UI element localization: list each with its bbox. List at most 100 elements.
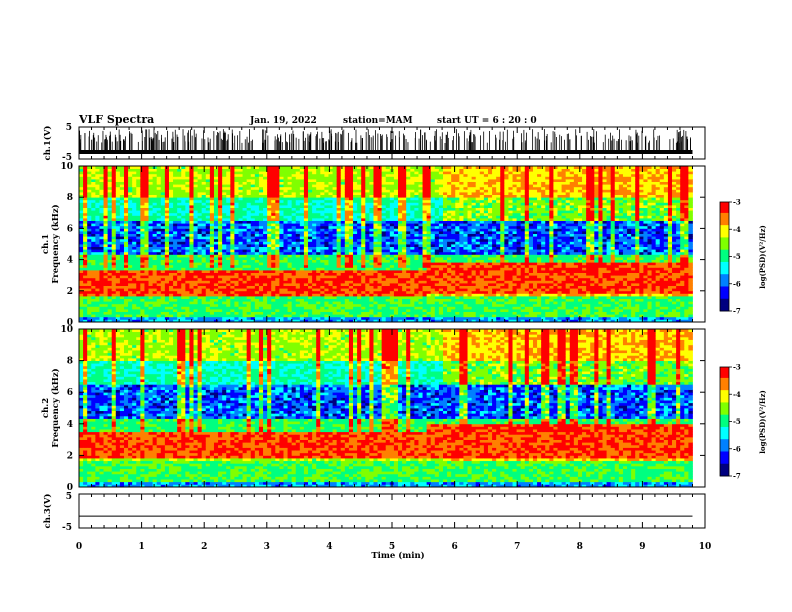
spectrogram-cell — [161, 296, 165, 299]
spectrogram-cell — [255, 171, 259, 174]
spectrogram-cell — [320, 213, 324, 216]
spectrogram-cell — [124, 231, 128, 234]
spectrogram-cell — [124, 296, 128, 299]
spectrogram-cell — [120, 247, 124, 250]
spectrogram-cell — [112, 267, 116, 270]
spectrogram-cell — [353, 218, 357, 221]
spectrogram-cell — [300, 314, 304, 317]
spectrogram-cell — [271, 275, 275, 278]
spectrogram-cell — [116, 218, 120, 221]
spectrogram-cell — [361, 176, 365, 179]
spectrogram-cell — [161, 236, 165, 239]
spectrogram-cell — [181, 270, 185, 273]
spectrogram-cell — [292, 267, 296, 270]
spectrogram-cell — [247, 267, 251, 270]
spectrogram-cell — [226, 283, 230, 286]
spectrogram-cell — [378, 202, 382, 205]
spectrogram-cell — [108, 200, 112, 203]
spectrogram-cell — [243, 234, 247, 237]
spectrogram-cell — [157, 288, 161, 291]
spectrogram-cell — [247, 301, 251, 304]
spectrogram-cell — [296, 278, 300, 281]
spectrogram-cell — [165, 213, 169, 216]
spectrogram-cell — [320, 236, 324, 239]
spectrogram-cell — [91, 252, 95, 255]
spectrogram-cell — [95, 241, 99, 244]
spectrogram-cell — [136, 231, 140, 234]
spectrogram-cell — [202, 257, 206, 260]
spectrogram-cell — [226, 169, 230, 172]
spectrogram-cell — [279, 301, 283, 304]
spectrogram-cell — [128, 299, 132, 302]
spectrogram-cell — [255, 254, 259, 257]
spectrogram-cell — [288, 205, 292, 208]
spectrogram-cell — [108, 241, 112, 244]
spectrogram-cell — [132, 244, 136, 247]
spectrogram-cell — [357, 221, 361, 224]
spectrogram-cell — [308, 179, 312, 182]
spectrogram-cell — [185, 210, 189, 213]
spectrogram-cell — [99, 244, 103, 247]
spectrogram-cell — [361, 236, 365, 239]
spectrogram-cell — [279, 273, 283, 276]
spectrogram-cell — [369, 187, 373, 190]
spectrogram-cell — [386, 239, 390, 242]
spectrogram-cell — [267, 192, 271, 195]
spectrogram-cell — [296, 265, 300, 268]
spectrogram-cell — [239, 184, 243, 187]
spectrogram-cell — [341, 306, 345, 309]
spectrogram-cell — [341, 195, 345, 198]
spectrogram-cell — [304, 226, 308, 229]
spectrogram-cell — [333, 247, 337, 250]
spectrogram-cell — [99, 257, 103, 260]
spectrogram-cell — [292, 236, 296, 239]
spectrogram-cell — [214, 169, 218, 172]
spectrogram-cell — [292, 239, 296, 242]
spectrogram-cell — [279, 171, 283, 174]
spectrogram-cell — [198, 241, 202, 244]
spectrogram-cell — [185, 252, 189, 255]
spectrogram-cell — [153, 215, 157, 218]
spectrogram-cell — [259, 202, 263, 205]
spectrogram-cell — [153, 296, 157, 299]
spectrogram-cell — [198, 286, 202, 289]
spectrogram-cell — [324, 260, 328, 263]
spectrogram-cell — [320, 176, 324, 179]
spectrogram-cell — [91, 169, 95, 172]
spectrogram-cell — [189, 265, 193, 268]
spectrogram-cell — [210, 254, 214, 257]
spectrogram-cell — [161, 169, 165, 172]
spectrogram-cell — [255, 317, 259, 320]
spectrogram-cell — [369, 278, 373, 281]
spectrogram-cell — [210, 231, 214, 234]
spectrogram-cell — [99, 309, 103, 312]
spectrogram-cell — [304, 215, 308, 218]
spectrogram-cell — [243, 306, 247, 309]
spectrogram-cell — [128, 286, 132, 289]
spectrogram-cell — [247, 236, 251, 239]
spectrogram-cell — [230, 296, 234, 299]
spectrogram-cell — [369, 226, 373, 229]
spectrogram-cell — [239, 267, 243, 270]
spectrogram-cell — [128, 291, 132, 294]
spectrogram-cell — [112, 241, 116, 244]
spectrogram-cell — [328, 174, 332, 177]
spectrogram-cell — [108, 215, 112, 218]
spectrogram-cell — [390, 239, 394, 242]
spectrogram-cell — [271, 218, 275, 221]
spectrogram-cell — [198, 215, 202, 218]
spectrogram-cell — [283, 273, 287, 276]
spectrogram-cell — [275, 171, 279, 174]
spectrogram-cell — [149, 179, 153, 182]
spectrogram-cell — [341, 184, 345, 187]
spectrogram-cell — [157, 187, 161, 190]
spectrogram-cell — [304, 241, 308, 244]
spectrogram-cell — [304, 309, 308, 312]
spectrogram-cell — [243, 213, 247, 216]
spectrogram-cell — [234, 241, 238, 244]
spectrogram-cell — [87, 210, 91, 213]
spectrogram-cell — [149, 288, 153, 291]
spectrogram-cell — [214, 293, 218, 296]
spectrogram-cell — [353, 215, 357, 218]
spectrogram-cell — [357, 223, 361, 226]
